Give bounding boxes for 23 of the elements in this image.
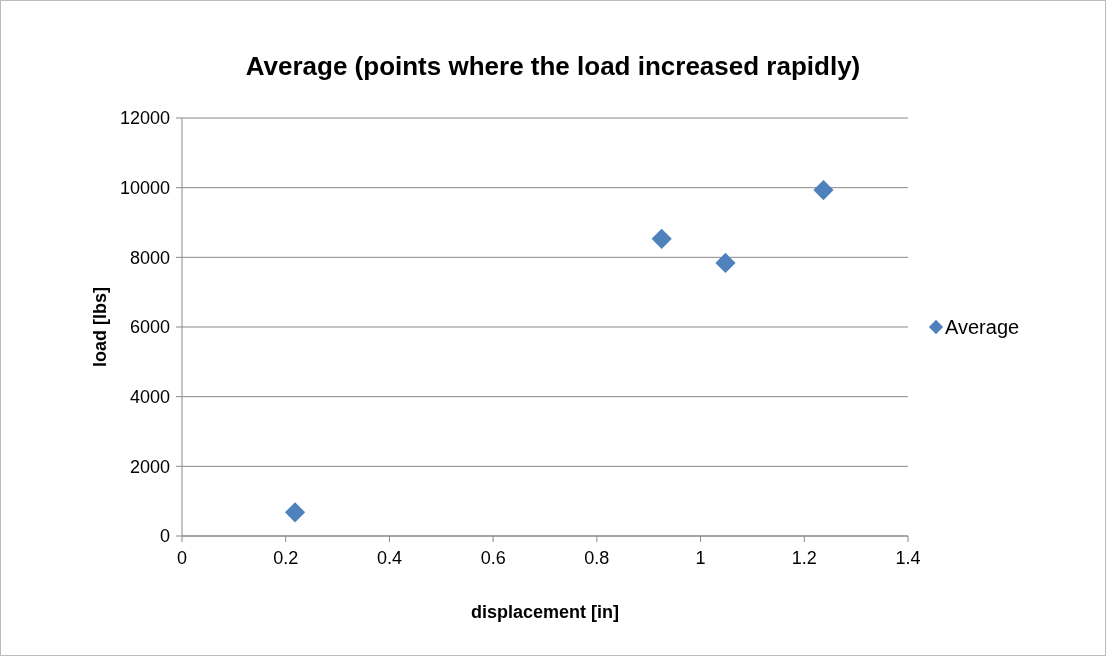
point bbox=[651, 228, 672, 249]
x-tick-label: 0.4 bbox=[376, 548, 402, 568]
y-tick-label: 2000 bbox=[129, 456, 170, 477]
x-tick-label: 1.2 bbox=[791, 548, 817, 568]
x-axis-title: displacement [in] bbox=[470, 602, 620, 622]
x-tick-label: 0.8 bbox=[584, 548, 610, 568]
x-tick-label: 1 bbox=[695, 548, 706, 568]
y-tick-label: 10000 bbox=[119, 177, 170, 198]
x-tick-label: 1.4 bbox=[895, 548, 921, 568]
x-tick-label: 0 bbox=[176, 548, 188, 568]
y-tick-label: 8000 bbox=[129, 247, 170, 268]
legend-label: Average bbox=[945, 316, 1020, 338]
x-tick-label: 0.6 bbox=[480, 548, 506, 568]
point bbox=[715, 252, 736, 273]
x-tick-label: 0.2 bbox=[273, 548, 299, 568]
y-tick-label: 0 bbox=[159, 526, 170, 547]
point bbox=[284, 502, 306, 523]
y-tick-label: 4000 bbox=[129, 386, 170, 407]
y-axis-title: load [lbs] bbox=[90, 287, 110, 367]
point bbox=[813, 180, 834, 201]
chart-title: Average (points where the load increased rapidly) bbox=[245, 51, 861, 81]
y-tick-label: 12000 bbox=[119, 108, 170, 129]
y-tick-label: 6000 bbox=[129, 317, 170, 338]
